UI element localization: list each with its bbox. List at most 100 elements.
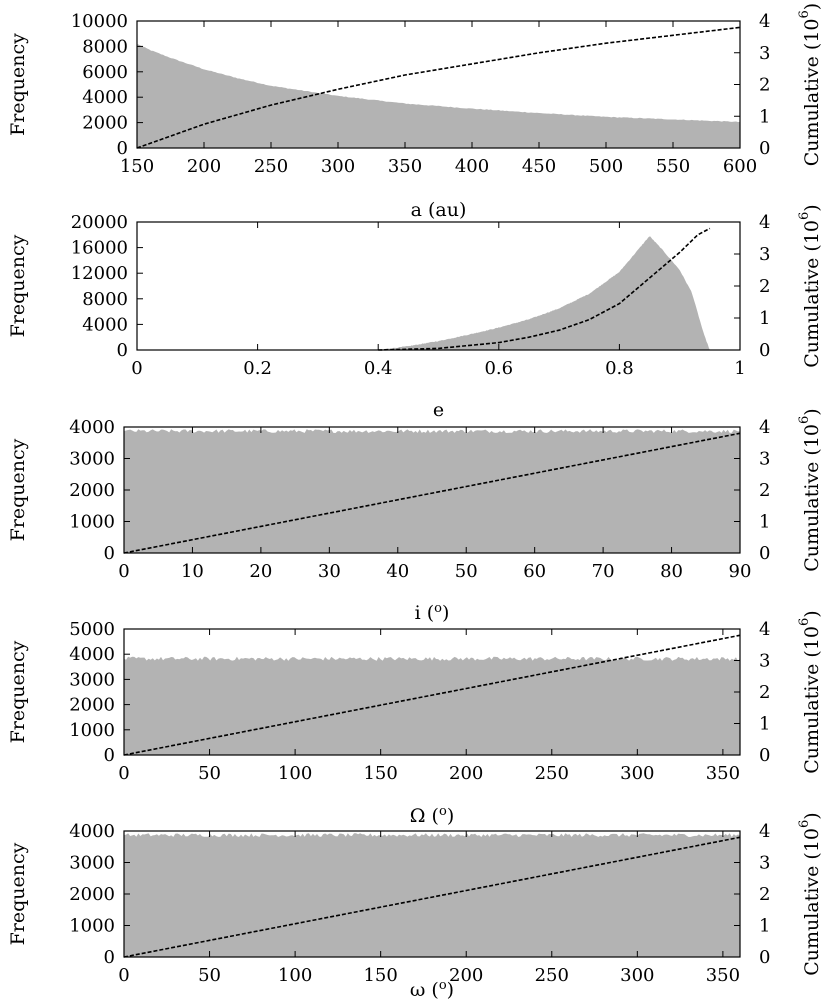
frequency-histogram-1 bbox=[137, 43, 740, 148]
y-tick-label: 8000 bbox=[82, 289, 128, 310]
chart-panel-5: 0 50 100 150 200 250 300 350 0 1000 2000 3000 4000 0 1… bbox=[7, 812, 823, 1001]
y2-tick-label: 3 bbox=[759, 853, 770, 874]
x-tick-label: 0.2 bbox=[243, 358, 272, 379]
x-tick-label: 250 bbox=[535, 965, 569, 986]
y2-tick-label: 2 bbox=[759, 276, 770, 297]
x-axis-label: e bbox=[433, 399, 444, 421]
x-tick-label: 50 bbox=[198, 965, 221, 986]
y2-tick-label: 1 bbox=[759, 308, 770, 329]
frequency-histogram-2 bbox=[378, 236, 710, 350]
y2-axis-label-end: ) bbox=[801, 408, 823, 415]
x-tick-label: 300 bbox=[620, 965, 654, 986]
x-axis-label-end: ) bbox=[447, 979, 454, 1001]
x-tick-label: 200 bbox=[187, 156, 221, 177]
y-axis-label: Frequency bbox=[7, 234, 29, 337]
x-tick-label: 0 bbox=[118, 965, 129, 986]
y-tick-label: 3000 bbox=[69, 449, 115, 470]
y2-tick-label: 2 bbox=[759, 884, 770, 905]
y-tick-label: 0 bbox=[117, 340, 128, 361]
y2-tick-label: 4 bbox=[759, 417, 770, 438]
y-axis-label: Frequency bbox=[7, 33, 29, 136]
x-tick-label: 450 bbox=[522, 156, 556, 177]
x-tick-label: 200 bbox=[449, 965, 483, 986]
y2-tick-label: 2 bbox=[759, 75, 770, 96]
y-tick-label: 2000 bbox=[82, 113, 128, 134]
cumulative-line-1 bbox=[136, 26, 741, 149]
x-tick-label: 0 bbox=[131, 358, 142, 379]
x-tick-label: 40 bbox=[386, 561, 409, 582]
y2-tick-label: 1 bbox=[759, 106, 770, 127]
x-axis-label-exp: o bbox=[439, 804, 447, 819]
x-tick-label: 350 bbox=[388, 156, 422, 177]
y-tick-label: 0 bbox=[104, 947, 115, 968]
y2-tick-label: 4 bbox=[759, 821, 770, 842]
x-tick-label: 50 bbox=[198, 763, 221, 784]
x-tick-label: 50 bbox=[455, 561, 478, 582]
y2-tick-label: 1 bbox=[759, 512, 770, 533]
y2-tick-label: 4 bbox=[759, 212, 770, 233]
x-axis-label: i (o) bbox=[415, 601, 450, 625]
chart-panel-2: 0 0.2 0.4 0.6 0.8 104000800012000160002000001… bbox=[7, 204, 823, 421]
x-tick-label: 350 bbox=[706, 763, 740, 784]
cumulative-line-4 bbox=[123, 634, 741, 756]
x-tick-label: 350 bbox=[706, 965, 740, 986]
y2-tick-label: 4 bbox=[759, 619, 770, 640]
y-tick-label: 10000 bbox=[71, 11, 128, 32]
x-axis-label: ω (o) bbox=[410, 978, 454, 1002]
y2-tick-label: 0 bbox=[759, 947, 770, 968]
y2-axis-label: Cumulative (106) bbox=[797, 204, 823, 367]
y2-axis-label-end: ) bbox=[801, 3, 823, 10]
x-tick-label: 60 bbox=[523, 561, 546, 582]
x-tick-label: 90 bbox=[729, 561, 752, 582]
y2-axis-label-exp: 6 bbox=[797, 212, 812, 220]
x-tick-label: 600 bbox=[723, 156, 757, 177]
y2-tick-label: 0 bbox=[759, 138, 770, 159]
x-tick-label: 80 bbox=[660, 561, 683, 582]
y2-tick-label: 2 bbox=[759, 682, 770, 703]
x-tick-label: 0.8 bbox=[605, 358, 634, 379]
y-tick-label: 2000 bbox=[69, 695, 115, 716]
y-tick-label: 16000 bbox=[71, 238, 128, 259]
y-tick-label: 4000 bbox=[82, 314, 128, 335]
x-tick-label: 550 bbox=[656, 156, 690, 177]
y2-axis-label-exp: 6 bbox=[797, 416, 812, 424]
y-tick-label: 2000 bbox=[69, 884, 115, 905]
y2-tick-label: 1 bbox=[759, 714, 770, 735]
y-tick-label: 1000 bbox=[69, 916, 115, 937]
y-axis-label: Frequency bbox=[7, 640, 29, 743]
x-tick-label: 10 bbox=[181, 561, 204, 582]
x-tick-label: 500 bbox=[589, 156, 623, 177]
y-tick-label: 4000 bbox=[69, 821, 115, 842]
y-tick-label: 3000 bbox=[69, 853, 115, 874]
y2-tick-label: 3 bbox=[759, 43, 770, 64]
cumulative-line-3 bbox=[123, 432, 741, 554]
y-tick-label: 4000 bbox=[82, 87, 128, 108]
y2-axis-label-exp: 6 bbox=[797, 618, 812, 626]
y-tick-label: 0 bbox=[104, 543, 115, 564]
y2-tick-label: 0 bbox=[759, 543, 770, 564]
x-tick-label: 0 bbox=[118, 561, 129, 582]
y2-axis-label-exp: 6 bbox=[797, 820, 812, 828]
x-axis-label-exp: o bbox=[439, 978, 447, 993]
y-axis-label: Frequency bbox=[7, 842, 29, 945]
y2-axis-label-end: ) bbox=[801, 204, 823, 211]
y2-tick-label: 4 bbox=[759, 11, 770, 32]
x-tick-label: 70 bbox=[592, 561, 615, 582]
x-tick-label: 250 bbox=[535, 763, 569, 784]
chart-panel-3: 0 10 20 30 40 50 60 70 80 90 0 1000 2000 3000 4000 0 1 2 3… bbox=[7, 408, 823, 624]
y-tick-label: 8000 bbox=[82, 36, 128, 57]
y-tick-label: 20000 bbox=[71, 212, 128, 233]
y2-tick-label: 3 bbox=[759, 449, 770, 470]
x-axis-label: a (au) bbox=[411, 199, 467, 221]
x-tick-label: 20 bbox=[249, 561, 272, 582]
x-tick-label: 150 bbox=[363, 763, 397, 784]
y-axis-label: Frequency bbox=[7, 438, 29, 541]
frequency-histogram-4 bbox=[124, 656, 740, 755]
x-tick-label: 300 bbox=[620, 763, 654, 784]
cumulative-line-2 bbox=[378, 227, 711, 351]
x-tick-label: 100 bbox=[278, 965, 312, 986]
y2-axis-label: Cumulative (106) bbox=[797, 610, 823, 773]
x-tick-label: 1 bbox=[734, 358, 745, 379]
y2-axis-label-exp: 6 bbox=[797, 10, 812, 18]
